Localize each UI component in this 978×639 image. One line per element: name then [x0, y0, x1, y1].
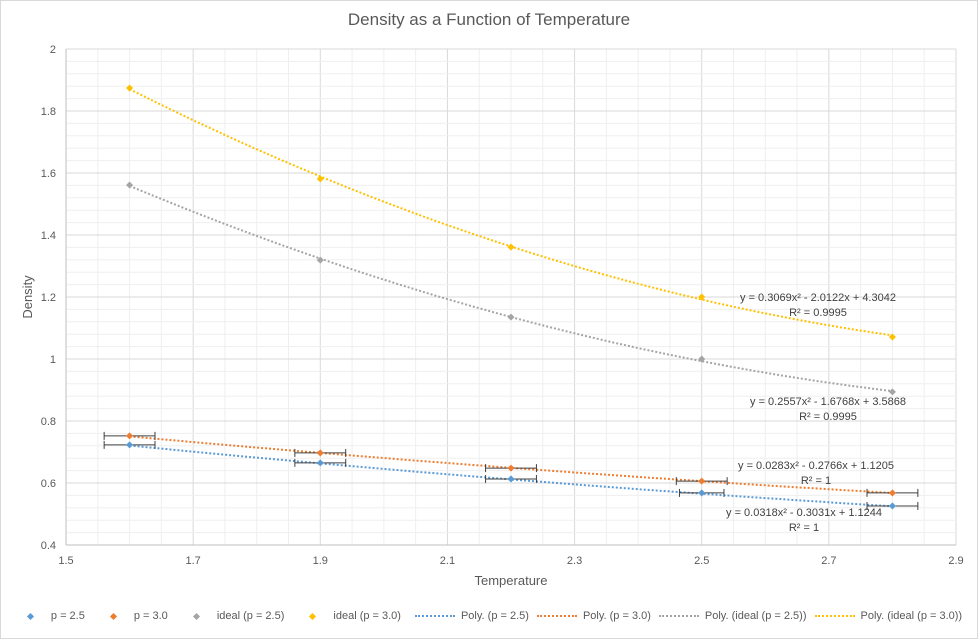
x-tick-label: 1.5 [58, 555, 73, 567]
trendline-equation: y = 0.2557x² - 1.6768x + 3.5868 [750, 396, 906, 408]
data-point [698, 355, 706, 363]
trendline [129, 435, 893, 494]
chart-title: Density as a Function of Temperature [347, 10, 631, 29]
data-point [698, 477, 706, 485]
legend-line [414, 615, 455, 617]
trendline-r-squared: R² = 1 [789, 522, 819, 534]
legend-label: ideal (p = 2.5) [216, 610, 285, 622]
x-tick-label: 2.1 [440, 555, 455, 567]
legend-item: ideal (p = 2.5) [188, 610, 285, 622]
data-point [507, 243, 515, 251]
y-tick-label: 2 [50, 44, 56, 56]
legend-line [658, 615, 699, 617]
legend-item: Poly. (ideal (p = 2.5)) [658, 610, 807, 622]
legend-label: Poly. (p = 2.5) [460, 610, 529, 622]
x-tick-label: 2.5 [694, 555, 709, 567]
data-point [888, 388, 896, 396]
data-point [316, 459, 324, 467]
legend-label: p = 2.5 [50, 610, 85, 622]
trendline-r-squared: R² = 0.9995 [789, 307, 847, 319]
data-point [126, 441, 134, 449]
tick-labels: 1.5 1.7 1.9 2.1 2.3 2.5 2.7 2.9 0.4 0.6 0.8 1 1.2 1.4… [41, 44, 964, 567]
x-tick-label: 2.7 [821, 555, 836, 567]
x-axis-title: Temperature [475, 573, 548, 588]
legend-marker [309, 612, 317, 620]
data-point [698, 489, 706, 497]
legend-line [536, 615, 577, 617]
legend-line [814, 615, 855, 617]
y-axis-title: Density [20, 275, 35, 319]
x-tick-label: 2.3 [567, 555, 582, 567]
legend-label: p = 3.0 [133, 610, 168, 622]
data-point [888, 333, 896, 341]
legend-marker [109, 612, 117, 620]
data-point [888, 489, 896, 497]
y-tick-label: 0.4 [41, 540, 56, 552]
data-points [126, 84, 896, 510]
data-point [698, 293, 706, 301]
y-tick-label: 1.6 [41, 168, 56, 180]
trendline-r-squared: R² = 1 [801, 475, 831, 487]
legend-item: p = 2.5 [22, 610, 85, 622]
legend-item: Poly. (ideal (p = 3.0)) [814, 610, 963, 622]
data-point [126, 432, 134, 440]
y-tick-label: 1 [50, 354, 56, 366]
trendline-equations: y = 0.0318x² - 0.3031x + 1.1244 R² = 1 y =… [726, 292, 906, 534]
data-point [126, 84, 134, 92]
trendline-equation: y = 0.0283x² - 0.2766x + 1.1205 [738, 460, 894, 472]
legend-label: ideal (p = 3.0) [333, 610, 401, 622]
data-point [507, 475, 515, 483]
legend-label: Poly. (ideal (p = 3.0)) [860, 610, 963, 622]
legend-label: Poly. (ideal (p = 2.5)) [704, 610, 807, 622]
legend-item: ideal (p = 3.0) [304, 610, 401, 622]
trendline [129, 444, 893, 508]
legend-marker [26, 612, 34, 620]
legend-marker [192, 612, 200, 620]
x-tick-label: 2.9 [948, 555, 963, 567]
legend-item: Poly. (p = 3.0) [536, 610, 651, 622]
data-point [316, 256, 324, 264]
trendline-equation: y = 0.3069x² - 2.0122x + 4.3042 [740, 292, 896, 304]
data-point [126, 181, 134, 189]
data-point [507, 313, 515, 321]
trendline [129, 184, 893, 393]
data-point [316, 175, 324, 183]
y-tick-label: 0.8 [41, 416, 56, 428]
gridlines [65, 48, 957, 546]
y-tick-label: 1.2 [41, 292, 56, 304]
data-point [888, 502, 896, 510]
x-tick-label: 1.9 [313, 555, 328, 567]
legend-item: Poly. (p = 2.5) [414, 610, 529, 622]
y-tick-label: 0.6 [41, 478, 56, 490]
data-point [316, 449, 324, 457]
x-tick-label: 1.7 [185, 555, 200, 567]
legend-label: Poly. (p = 3.0) [582, 610, 651, 622]
y-tick-label: 1.8 [41, 106, 56, 118]
data-point [507, 464, 515, 472]
trendline-equation: y = 0.0318x² - 0.3031x + 1.1244 [726, 507, 882, 519]
y-tick-label: 1.4 [41, 230, 56, 242]
trendline-r-squared: R² = 0.9995 [799, 411, 857, 423]
legend-item: p = 3.0 [105, 610, 168, 622]
legend: p = 2.5 p = 3.0 ideal (p = 2.5) ideal (p = … [0, 610, 978, 622]
